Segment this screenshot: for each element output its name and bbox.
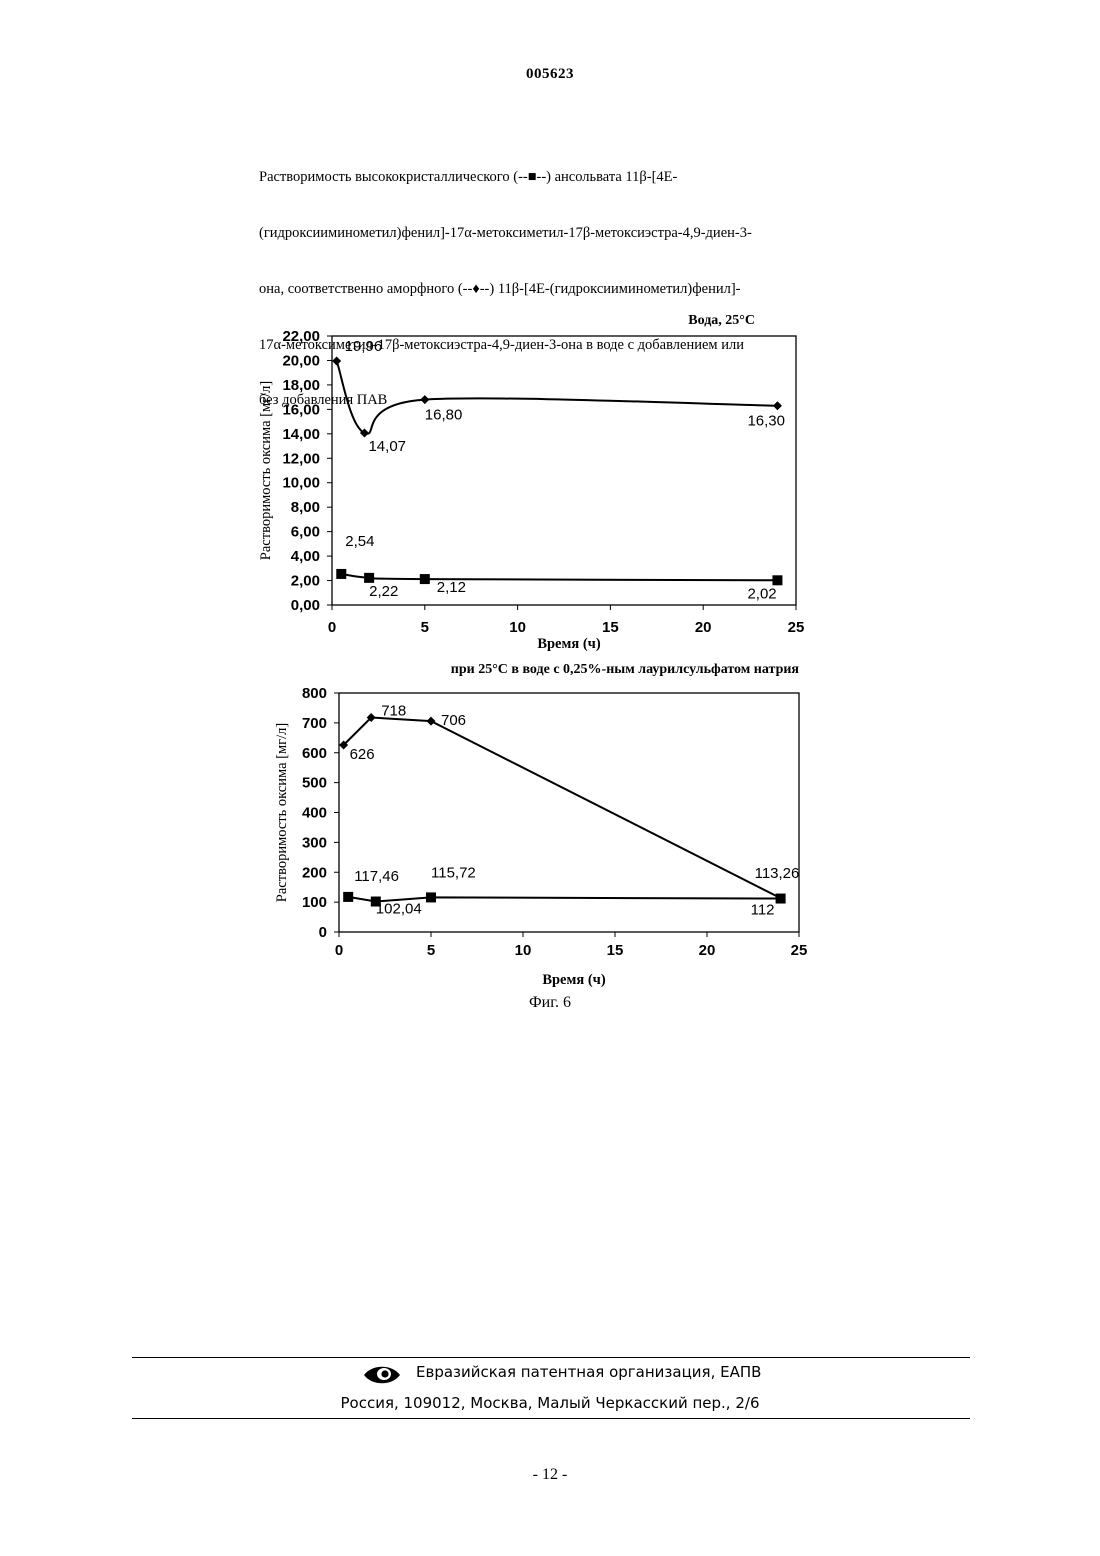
plot-frame xyxy=(339,693,799,932)
data-label: 718 xyxy=(381,702,406,719)
y-tick-label: 2,00 xyxy=(291,573,320,590)
y-tick-label: 100 xyxy=(302,894,327,911)
x-tick-label: 10 xyxy=(515,942,532,959)
x-tick-label: 20 xyxy=(695,619,712,636)
x-tick-label: 5 xyxy=(427,942,435,959)
y-tick-label: 4,00 xyxy=(291,548,320,565)
data-point-diamond xyxy=(332,356,341,365)
data-label: 2,12 xyxy=(437,579,466,596)
data-point-square xyxy=(343,892,353,902)
series-line-amorphous xyxy=(344,717,781,898)
x-tick-label: 15 xyxy=(602,619,619,636)
y-tick-label: 18,00 xyxy=(282,377,320,394)
x-tick-label: 25 xyxy=(788,619,805,636)
x-tick-label: 10 xyxy=(509,619,526,636)
page-number: - 12 - xyxy=(0,1466,1100,1484)
y-tick-label: 22,00 xyxy=(282,328,320,345)
footer-address: Россия, 109012, Москва, Малый Черкасский… xyxy=(0,1394,1100,1412)
data-point-square xyxy=(420,574,430,584)
data-point-square xyxy=(426,892,436,902)
series-line-crystalline xyxy=(341,574,777,580)
data-label: 626 xyxy=(350,746,375,763)
x-axis-label: Время (ч) xyxy=(542,972,606,988)
y-tick-label: 600 xyxy=(302,745,327,762)
x-tick-label: 20 xyxy=(699,942,716,959)
y-tick-label: 14,00 xyxy=(282,426,320,443)
data-label: 16,30 xyxy=(747,413,785,430)
x-tick-label: 25 xyxy=(791,942,808,959)
series-line-amorphous xyxy=(337,361,778,434)
data-label: 19,96 xyxy=(345,338,383,355)
eapo-logo-icon xyxy=(362,1363,402,1387)
data-point-diamond xyxy=(427,717,436,726)
y-tick-label: 20,00 xyxy=(282,352,320,369)
y-tick-label: 12,00 xyxy=(282,450,320,467)
x-axis-label: Время (ч) xyxy=(537,636,601,652)
data-label: 2,22 xyxy=(369,583,398,600)
x-tick-label: 0 xyxy=(335,942,343,959)
footer-organization: Евразийская патентная организация, ЕАПВ xyxy=(416,1363,761,1381)
data-point-square xyxy=(336,569,346,579)
data-label: 112 xyxy=(751,902,775,919)
x-tick-label: 0 xyxy=(328,619,336,636)
y-tick-label: 500 xyxy=(302,775,327,792)
data-label: 14,07 xyxy=(368,438,406,455)
data-label: 16,80 xyxy=(425,407,463,424)
data-point-diamond xyxy=(773,401,782,410)
y-tick-label: 6,00 xyxy=(291,524,320,541)
y-tick-label: 0,00 xyxy=(291,597,320,614)
y-axis-label: Растворимость оксима [мг/л] xyxy=(274,723,290,902)
x-tick-label: 5 xyxy=(421,619,429,636)
y-tick-label: 300 xyxy=(302,834,327,851)
y-tick-label: 200 xyxy=(302,864,327,881)
y-tick-label: 800 xyxy=(302,685,327,702)
data-label: 706 xyxy=(441,712,466,729)
chart-title: Вода, 25°C xyxy=(688,313,755,328)
y-tick-label: 0 xyxy=(319,924,327,941)
data-label: 117,46 xyxy=(354,868,399,885)
figure-label: Фиг. 6 xyxy=(0,994,1100,1012)
data-label: 2,54 xyxy=(345,533,374,550)
data-label: 115,72 xyxy=(431,864,476,881)
data-point-diamond xyxy=(420,395,429,404)
y-tick-label: 700 xyxy=(302,715,327,732)
footer-rule-top xyxy=(132,1357,970,1358)
y-tick-label: 16,00 xyxy=(282,401,320,418)
y-axis-label: Растворимость оксима [мг/л] xyxy=(258,381,274,560)
data-point-square xyxy=(776,894,786,904)
plot-frame xyxy=(332,336,796,605)
data-point-square xyxy=(772,575,782,585)
data-label: 113,26 xyxy=(755,865,800,882)
y-tick-label: 400 xyxy=(302,805,327,822)
data-label: 102,04 xyxy=(376,901,422,918)
data-point-square xyxy=(364,573,374,583)
y-tick-label: 10,00 xyxy=(282,475,320,492)
data-label: 2,02 xyxy=(747,585,776,602)
chart-title: при 25°C в воде с 0,25%-ным лаурилсульфа… xyxy=(451,662,800,677)
x-tick-label: 15 xyxy=(607,942,624,959)
y-tick-label: 8,00 xyxy=(291,499,320,516)
footer-rule-bottom xyxy=(132,1418,970,1419)
